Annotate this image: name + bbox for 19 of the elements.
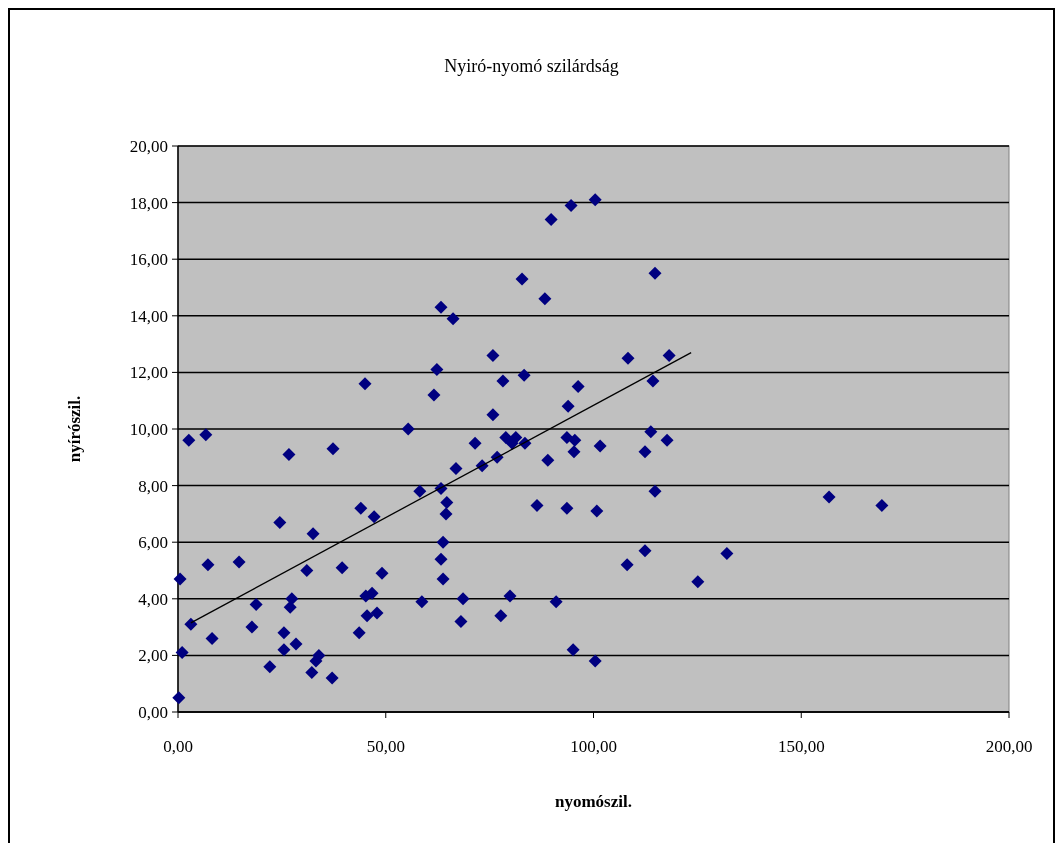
y-tick-label: 2,00: [138, 646, 168, 666]
y-tick-label: 4,00: [138, 589, 168, 609]
y-tick-label: 12,00: [129, 363, 168, 383]
y-tick-label: 18,00: [129, 193, 168, 213]
x-axis-title: nyomószil.: [555, 792, 632, 811]
x-tick-label: 50,00: [366, 737, 405, 756]
y-tick-label: 16,00: [129, 250, 168, 270]
y-tick-label: 0,00: [138, 702, 168, 722]
y-tick-label: 14,00: [129, 306, 168, 326]
x-tick-label: 150,00: [777, 737, 825, 756]
x-tick-label: 100,00: [570, 737, 617, 756]
y-tick-label: 6,00: [138, 533, 168, 553]
y-tick-label: 20,00: [129, 136, 168, 156]
y-axis-title: nyírószil.: [65, 395, 84, 463]
x-tick-label: 200,00: [985, 737, 1033, 756]
y-tick-label: 10,00: [129, 419, 168, 439]
chart-title: Nyiró-nyomó szilárdság: [444, 56, 619, 76]
y-tick-label: 8,00: [138, 476, 168, 496]
x-tick-label: 0,00: [163, 737, 193, 756]
